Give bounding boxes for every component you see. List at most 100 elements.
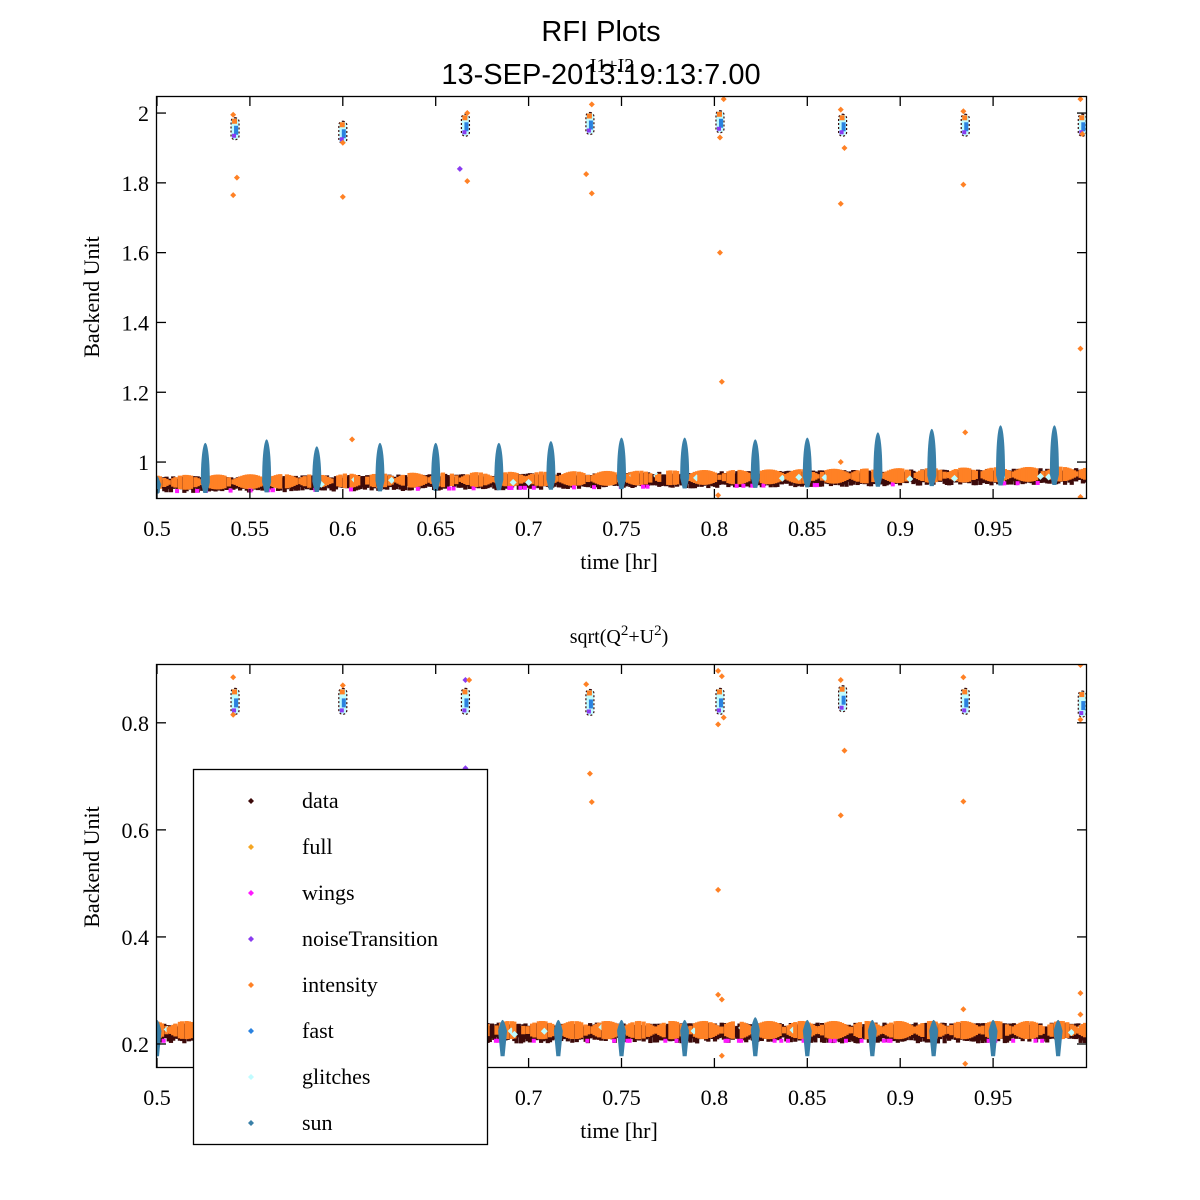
intensity-mark — [770, 469, 776, 484]
intensity-mark — [844, 472, 849, 480]
data-mark — [677, 1024, 682, 1041]
data-mark — [940, 469, 945, 481]
title-part-base: sqrt(Q — [570, 626, 622, 648]
outlier-point — [456, 165, 463, 172]
data-mark — [670, 473, 675, 488]
wings-mark — [509, 485, 514, 490]
y-tick-label: 1.6 — [122, 241, 150, 266]
intensity-mark — [601, 471, 606, 486]
data-mark — [848, 471, 854, 486]
x-tick-label: 0.6 — [329, 516, 357, 541]
sun-mark — [750, 439, 760, 488]
outlier-point — [962, 1060, 969, 1067]
data-mark — [574, 475, 579, 486]
intensity-mark — [563, 1023, 568, 1037]
outlier-point — [962, 429, 969, 436]
intensity-mark — [570, 471, 575, 486]
intensity-mark — [605, 470, 611, 486]
data-mark — [527, 1025, 533, 1043]
wings-mark — [641, 484, 646, 489]
data-mark — [935, 1026, 941, 1044]
intensity-mark — [278, 474, 283, 489]
intensity-mark — [567, 471, 573, 486]
y-tick-label: 2 — [138, 101, 149, 126]
outlier-point — [716, 134, 723, 141]
intensity-mark — [643, 471, 648, 485]
wings-mark — [612, 1038, 617, 1043]
data-mark — [732, 1026, 738, 1038]
intensity-mark — [625, 1024, 631, 1036]
intensity-mark — [998, 1021, 1003, 1039]
intensity-mark — [173, 1023, 178, 1037]
fast-mark — [341, 129, 346, 139]
intensity-mark — [550, 1023, 555, 1037]
intensity-mark — [831, 1020, 836, 1040]
data-mark — [518, 1026, 524, 1044]
sun-mark — [617, 437, 626, 490]
intensity-mark — [811, 472, 816, 481]
intensity-mark — [703, 470, 709, 485]
x-tick-label: 0.95 — [974, 1085, 1013, 1110]
intensity-mark — [1076, 1026, 1081, 1034]
intensity-mark — [195, 478, 200, 487]
wings-mark — [881, 1038, 886, 1043]
intensity-mark — [1029, 1021, 1034, 1039]
intensity-mark — [369, 474, 374, 487]
intensity-mark — [298, 478, 303, 485]
intensity-mark — [717, 474, 722, 480]
data-mark — [340, 477, 345, 488]
data-mark — [641, 472, 646, 486]
intensity-mark — [494, 1025, 499, 1035]
intensity-mark — [909, 1025, 914, 1035]
intensity-mark — [603, 1020, 608, 1040]
data-mark — [280, 477, 285, 488]
data-mark — [735, 471, 740, 484]
outlier-point — [960, 674, 967, 681]
intensity-mark — [561, 1024, 566, 1036]
data-mark — [1042, 470, 1048, 483]
intensity-mark — [739, 1021, 744, 1039]
intensity-mark — [521, 1025, 526, 1035]
intensity-mark — [712, 472, 718, 483]
data-mark — [541, 475, 546, 487]
intensity-mark — [940, 1024, 945, 1036]
intensity-mark — [612, 472, 617, 485]
intensity-mark — [1058, 466, 1063, 482]
intensity-mark — [973, 470, 978, 479]
intensity-mark — [547, 1022, 553, 1038]
intensity-mark — [710, 471, 715, 484]
data-mark — [182, 1023, 187, 1044]
noise-transition-mark — [962, 708, 967, 713]
intensity-mark — [799, 1020, 805, 1040]
data-mark — [534, 1023, 539, 1041]
intensity-mark — [659, 1023, 664, 1037]
intensity-mark — [1013, 470, 1019, 479]
intensity-mark — [964, 1021, 970, 1039]
outlier-point — [960, 1006, 967, 1013]
intensity-mark — [1031, 467, 1036, 482]
outlier-point — [588, 190, 595, 197]
y-tick-label: 1.2 — [122, 380, 150, 405]
intensity-mark — [1078, 1025, 1083, 1035]
intensity-mark — [797, 1021, 802, 1040]
fast-mark — [234, 698, 239, 708]
intensity-mark — [864, 1020, 869, 1040]
intensity-mark — [1013, 1025, 1019, 1036]
intensity-mark — [690, 472, 695, 483]
data-mark — [476, 475, 481, 489]
intensity-mark — [605, 1021, 611, 1040]
intensity-mark — [503, 472, 508, 487]
intensity-mark — [1004, 1024, 1010, 1036]
intensity-mark — [853, 1024, 858, 1036]
intensity-mark — [706, 470, 711, 485]
wings-mark — [531, 485, 536, 490]
wings-mark — [248, 488, 253, 493]
wings-mark — [471, 486, 476, 491]
outlier-point — [583, 171, 590, 178]
data-mark — [345, 476, 350, 489]
intensity-mark — [209, 475, 214, 489]
intensity-mark — [1071, 1025, 1077, 1035]
x-tick-label: 0.95 — [974, 516, 1013, 541]
intensity-mark — [293, 477, 298, 485]
intensity-mark — [1022, 467, 1028, 482]
